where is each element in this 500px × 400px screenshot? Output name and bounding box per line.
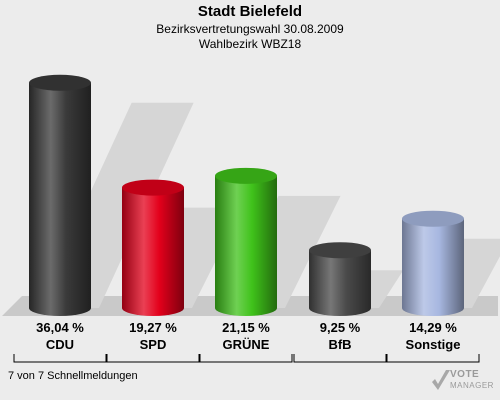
value-label: 36,04 % (36, 320, 84, 335)
value-label: 19,27 % (129, 320, 177, 335)
bar-cdu (29, 74, 91, 316)
chart-subtitle: Bezirksvertretungswahl 30.08.2009 (156, 22, 344, 36)
chart-district: Wahlbezirk WBZ18 (198, 37, 302, 51)
bars (29, 74, 464, 316)
bar-top (215, 167, 277, 184)
category-label: BfB (328, 337, 351, 352)
bar-body (29, 82, 91, 316)
bar-top (402, 210, 464, 227)
category-bracket (293, 354, 387, 363)
category-label: CDU (46, 337, 74, 352)
category-bracket (13, 354, 107, 363)
bar-bfb (309, 242, 371, 316)
bar-sonstige (402, 210, 464, 316)
bar-body (309, 250, 371, 316)
value-label: 14,29 % (409, 320, 457, 335)
report-status: 7 von 7 Schnellmeldungen (8, 370, 138, 382)
bar-spd (122, 179, 184, 316)
category-label: GRÜNE (223, 337, 270, 352)
category-brackets (13, 354, 480, 363)
logo-text-manager: MANAGER (450, 381, 494, 390)
bar-top (29, 74, 91, 91)
chart-title: Stadt Bielefeld (197, 3, 303, 20)
category-bracket (199, 354, 293, 363)
category-bracket (106, 354, 200, 363)
bar-body (215, 175, 277, 316)
value-label: 9,25 % (320, 320, 361, 335)
vote-manager-logo: VOTE MANAGER (430, 368, 496, 398)
logo-text-vote: VOTE (450, 369, 480, 380)
bar-body (122, 187, 184, 316)
value-label: 21,15 % (222, 320, 270, 335)
labels: 36,04 % CDU 19,27 % SPD 21,15 % GRÜNE 9,25 % Bf… (36, 320, 460, 352)
bar-top (309, 242, 371, 259)
category-label: Sonstige (406, 337, 461, 352)
category-bracket (386, 354, 480, 363)
checkmark-icon (432, 370, 450, 390)
bar-top (122, 179, 184, 196)
bar-body (402, 218, 464, 316)
category-label: SPD (140, 337, 167, 352)
bar-grüne (215, 167, 277, 316)
